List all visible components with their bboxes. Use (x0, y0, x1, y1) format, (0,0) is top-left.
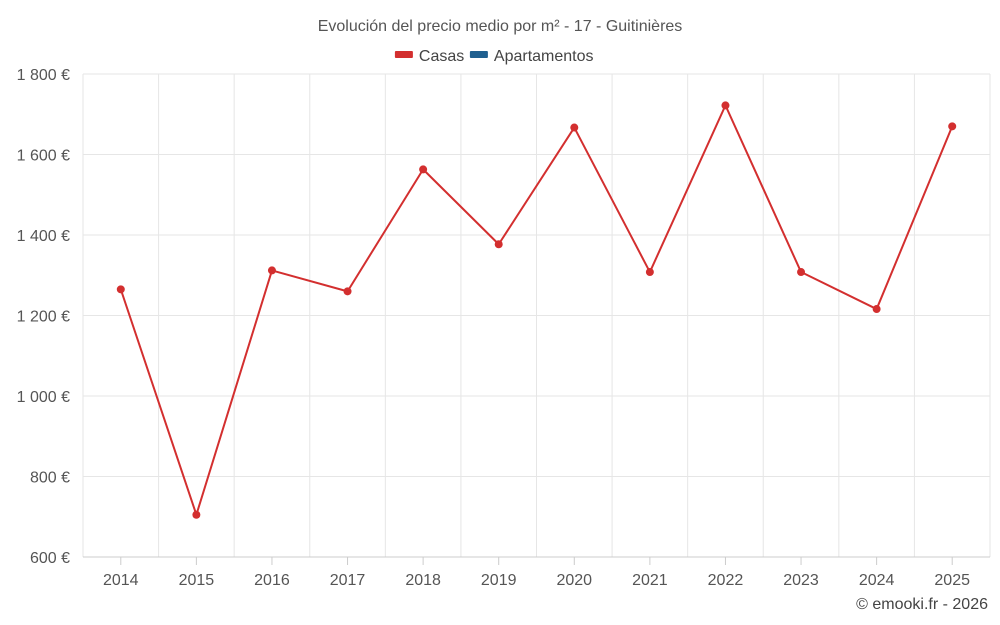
y-tick-label: 600 € (30, 550, 70, 567)
legend: Casas Apartamentos (394, 48, 594, 65)
y-tick-label: 1 400 € (17, 228, 70, 245)
legend-swatch (394, 51, 413, 58)
series-line-casas (119, 104, 954, 516)
y-tick-label: 1 600 € (17, 148, 70, 165)
data-point (948, 122, 957, 131)
data-point (494, 240, 503, 249)
data-point (192, 510, 201, 519)
data-point (267, 266, 276, 275)
axes: 600 € 800 € 1 000 € 1 200 € 1 400 € 1 600 € 1 … (17, 67, 990, 589)
y-tick-label: 1 000 € (17, 389, 70, 406)
x-tick-label: 2015 (179, 572, 215, 589)
x-tick-label: 2019 (481, 572, 517, 589)
data-point (570, 123, 579, 132)
legend-swatch (469, 51, 488, 58)
y-tick-label: 1 800 € (17, 67, 70, 84)
x-tick-label: 2020 (556, 572, 592, 589)
data-point (343, 287, 352, 296)
data-point (797, 268, 806, 277)
x-tick-label: 2018 (405, 572, 441, 589)
grid (82, 73, 991, 557)
credit-text: © emooki.fr - 2026 (856, 596, 988, 613)
x-tick-label: 2016 (254, 572, 290, 589)
data-point (645, 268, 654, 277)
x-tick-label: 2024 (859, 572, 895, 589)
x-tick-label: 2023 (783, 572, 819, 589)
x-tick-label: 2014 (103, 572, 139, 589)
data-point (721, 101, 730, 110)
y-tick-label: 800 € (30, 470, 70, 487)
data-point (419, 165, 428, 174)
chart-title: Evolución del precio medio por m² - 17 -… (318, 18, 683, 35)
x-tick-label: 2021 (632, 572, 668, 589)
x-tick-label: 2022 (708, 572, 744, 589)
x-tick-label: 2025 (934, 572, 970, 589)
y-tick-label: 1 200 € (17, 309, 70, 326)
legend-label: Casas (419, 48, 464, 65)
series-layer (116, 101, 957, 519)
legend-label: Apartamentos (494, 48, 594, 65)
data-point (116, 285, 125, 294)
data-point (872, 305, 881, 314)
x-tick-label: 2017 (330, 572, 366, 589)
